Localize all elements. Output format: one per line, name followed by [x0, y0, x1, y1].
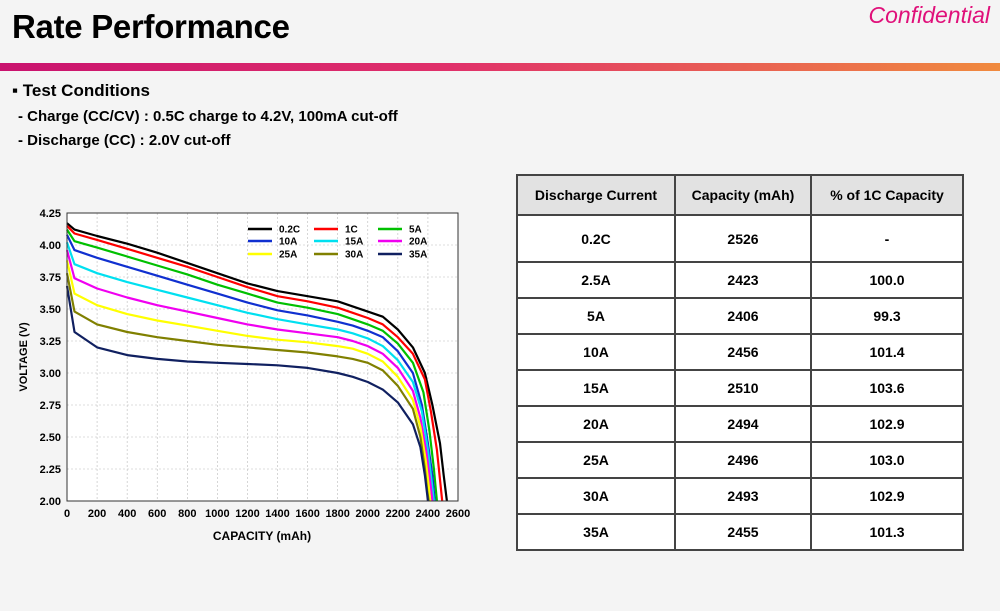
discharge-current-cell: 25A: [516, 441, 676, 479]
percent-1c-cell: 99.3: [810, 297, 964, 335]
percent-1c-cell: 103.6: [810, 369, 964, 407]
x-tick-label: 400: [118, 508, 136, 520]
capacity-cell: 2510: [674, 369, 812, 407]
series-line-20a: [65, 249, 434, 502]
x-tick-label: 1200: [235, 508, 259, 520]
x-axis-label: CAPACITY (mAh): [213, 529, 311, 543]
table-row: 5A 2406 99.3: [516, 297, 964, 335]
y-tick-label: 4.25: [40, 208, 61, 220]
series-line-30a: [65, 272, 430, 502]
x-tick-label: 800: [178, 508, 196, 520]
capacity-cell: 2456: [674, 333, 812, 371]
legend-label: 15A: [345, 237, 363, 248]
series-line-10a: [66, 234, 436, 502]
column-header-percent-1c: % of 1C Capacity: [810, 174, 964, 216]
legend: 0.2C 1C 5A 10A 15A 20A 25A 30A 35A: [248, 225, 427, 261]
y-tick-label: 3.00: [40, 368, 61, 380]
percent-1c-cell: -: [810, 214, 964, 263]
discharge-current-cell: 2.5A: [516, 261, 676, 299]
x-ticks: 0 200 400 600 800 1000 1200 1400 1600 1800 2000 220…: [64, 508, 470, 520]
test-conditions-label: Test Conditions: [22, 81, 150, 100]
series-line-25a: [65, 260, 432, 502]
y-tick-label: 2.00: [40, 496, 61, 508]
column-header-capacity: Capacity (mAh): [674, 174, 812, 216]
test-conditions-heading: ▪ Test Conditions: [12, 81, 150, 101]
x-tick-label: 2600: [446, 508, 470, 520]
series-line-1c: [66, 225, 444, 502]
x-tick-label: 1000: [205, 508, 229, 520]
y-tick-label: 3.75: [40, 272, 61, 284]
table-row: 2.5A 2423 100.0: [516, 261, 964, 299]
discharge-current-cell: 30A: [516, 477, 676, 515]
rate-performance-chart: 0 200 400 600 800 1000 1200 1400 1600 1800 2000 220…: [18, 208, 470, 543]
x-tick-label: 2400: [416, 508, 440, 520]
discharge-current-cell: 35A: [516, 513, 676, 551]
x-tick-label: 1800: [325, 508, 349, 520]
x-tick-label: 200: [88, 508, 106, 520]
table-row: 25A 2496 103.0: [516, 441, 964, 479]
legend-label: 0.2C: [279, 225, 300, 236]
capacity-cell: 2423: [674, 261, 812, 299]
table-row: 10A 2456 101.4: [516, 333, 964, 371]
percent-1c-cell: 100.0: [810, 261, 964, 299]
y-axis-label: VOLTAGE (V): [18, 322, 30, 392]
table-row: 35A 2455 101.3: [516, 513, 964, 551]
x-tick-label: 2200: [386, 508, 410, 520]
y-tick-label: 3.25: [40, 336, 61, 348]
legend-label: 5A: [409, 225, 422, 236]
discharge-condition: - Discharge (CC) : 2.0V cut-off: [18, 132, 231, 149]
x-tick-label: 2000: [356, 508, 380, 520]
capacity-cell: 2455: [674, 513, 812, 551]
capacity-cell: 2494: [674, 405, 812, 443]
series-line-0.2c: [66, 222, 448, 502]
series-lines: [65, 222, 448, 502]
table-header-row: Discharge Current Capacity (mAh) % of 1C…: [516, 174, 964, 216]
discharge-current-cell: 10A: [516, 333, 676, 371]
table-row: 0.2C 2526 -: [516, 214, 964, 263]
legend-label: 25A: [279, 250, 297, 261]
percent-1c-cell: 101.4: [810, 333, 964, 371]
x-tick-label: 0: [64, 508, 70, 520]
discharge-current-cell: 20A: [516, 405, 676, 443]
discharge-current-cell: 5A: [516, 297, 676, 335]
legend-label: 1C: [345, 225, 358, 236]
series-line-5a: [66, 229, 438, 502]
legend-label: 35A: [409, 250, 427, 261]
x-tick-label: 1600: [295, 508, 319, 520]
capacity-table: Discharge Current Capacity (mAh) % of 1C…: [516, 174, 964, 551]
capacity-cell: 2526: [674, 214, 812, 263]
capacity-cell: 2496: [674, 441, 812, 479]
y-ticks: 2.00 2.25 2.50 2.75 3.00 3.25 3.50 3.75 4.00 4.25: [40, 208, 61, 508]
page-title: Rate Performance: [12, 8, 290, 45]
x-tick-label: 1400: [265, 508, 289, 520]
percent-1c-cell: 103.0: [810, 441, 964, 479]
y-tick-label: 4.00: [40, 240, 61, 252]
table-row: 20A 2494 102.9: [516, 405, 964, 443]
legend-label: 20A: [409, 237, 427, 248]
table-row: 30A 2493 102.9: [516, 477, 964, 515]
percent-1c-cell: 102.9: [810, 405, 964, 443]
discharge-current-cell: 0.2C: [516, 214, 676, 263]
header-divider: [0, 63, 1000, 71]
legend-label: 10A: [279, 237, 297, 248]
column-header-discharge-current: Discharge Current: [516, 174, 676, 216]
capacity-cell: 2493: [674, 477, 812, 515]
bullet-icon: ▪: [12, 81, 19, 100]
percent-1c-cell: 102.9: [810, 477, 964, 515]
y-tick-label: 2.75: [40, 400, 61, 412]
table-row: 15A 2510 103.6: [516, 369, 964, 407]
series-line-15a: [65, 242, 435, 502]
legend-label: 30A: [345, 250, 363, 261]
y-tick-label: 3.50: [40, 304, 61, 316]
capacity-cell: 2406: [674, 297, 812, 335]
y-tick-label: 2.50: [40, 432, 61, 444]
confidential-label: Confidential: [868, 2, 990, 28]
plot-frame: [66, 212, 459, 502]
discharge-current-cell: 15A: [516, 369, 676, 407]
x-tick-label: 600: [148, 508, 166, 520]
percent-1c-cell: 101.3: [810, 513, 964, 551]
series-line-35a: [65, 285, 429, 502]
y-tick-label: 2.25: [40, 464, 61, 476]
charge-condition: - Charge (CC/CV) : 0.5C charge to 4.2V, …: [18, 108, 398, 125]
